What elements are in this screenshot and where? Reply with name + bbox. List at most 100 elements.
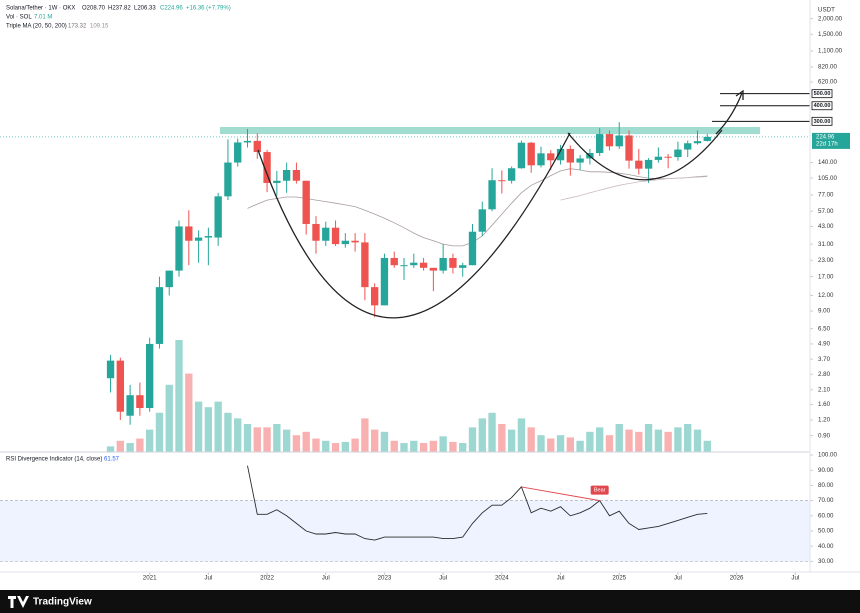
candle-body [175,226,183,271]
divergence-line [521,486,600,502]
volume-bar [684,424,692,452]
x-tick-label: Jul [791,575,799,582]
y-tick-label: 6.50 [818,325,831,332]
x-tick-label: Jul [557,575,565,582]
rsi-line [247,465,708,541]
candle-body [605,134,614,147]
candle-body [224,162,232,197]
y-tick-label: 57.00 [818,208,834,215]
volume-bar [478,418,486,452]
y-tick-label: 1,500.00 [818,31,843,38]
volume-bar [488,412,496,452]
candle-body [146,343,154,408]
candle-body [547,153,555,161]
candle-body [331,227,340,245]
y-tick-label: 0.90 [818,432,831,439]
candle-body [302,180,310,224]
candle-body [204,236,213,238]
candle-body [341,240,349,245]
candle-body [527,142,535,166]
divergence-label: Bear [594,488,606,494]
volume-bar [468,427,477,452]
moving-average [560,176,708,201]
ohlc-open: O208.70 [82,6,106,12]
volume-bar [253,427,261,452]
symbol: Solana/Tether · 1W · OKX [6,6,75,12]
y-tick-label: 1.20 [818,417,831,424]
x-tick-label: 2025 [612,575,626,582]
candle-body [635,160,643,169]
rsi-tick-label: 90.00 [818,467,834,474]
candle-body [194,237,203,241]
volume-bar [625,429,633,452]
x-tick-label: Jul [322,575,330,582]
candle-body [576,158,584,163]
candle-body [410,262,418,266]
volume-bar [282,429,291,452]
candle-body [155,287,164,344]
moving-average [247,168,708,247]
volume-bar [273,424,281,452]
last-price-box [812,132,850,149]
y-tick-label: 77.00 [818,192,834,199]
volume-bar [605,435,614,452]
target-box [811,116,833,126]
target-box [811,101,833,111]
volume-bar [410,440,418,452]
arrow-head [735,89,744,100]
y-tick-label: 2.80 [818,371,831,378]
volume-bar [106,446,115,452]
volume-bar [654,429,663,452]
candle-body [116,360,124,412]
y-tick-label: 31.00 [818,241,834,248]
x-tick-label: Jul [439,575,447,582]
cup-curve [257,132,571,319]
candle-body [371,287,379,306]
candle-body [625,135,633,161]
volume-bar [331,443,340,452]
volume-bar [361,418,369,452]
candle-body [136,395,144,408]
rsi-tick-label: 100.00 [818,452,837,459]
rsi-tick-label: 80.00 [818,482,834,489]
volume-bar [419,443,428,452]
candle-body [282,169,291,181]
breakout-arrow [715,92,743,135]
volume-bar [312,438,320,452]
plot-area: 0.90 1.20 1.60 2.10 2.80 3.70 4.90 6.50 9.00 12.0… [0,15,850,582]
candle-body [243,140,252,143]
volume-bar [243,424,252,452]
footer-bar [0,590,860,613]
change: +16.36 (+7.79%) [186,6,231,12]
y-tick-label: 3.70 [818,356,831,363]
candle-body [165,270,173,288]
volume-bar [449,441,457,452]
volume-bar [341,441,349,452]
ohlc-low: L206.33 [134,6,156,12]
y-tick-label: 23.00 [818,257,834,264]
volume-bar [302,431,310,452]
rsi-tick-label: 40.00 [818,543,834,550]
volume-bar [615,424,623,452]
volume-bar [674,427,682,452]
candle-body [185,226,193,241]
volume-bar [644,424,653,452]
volume-value: 7.01 M [34,15,52,21]
candle-body [429,267,438,271]
x-tick-label: Jul [674,575,682,582]
volume-bar [371,429,379,452]
target-label: 300.00 [814,119,831,125]
y-tick-label: 4.90 [818,341,831,348]
volume-bar [400,443,408,452]
y-tick-label: 105.00 [818,175,837,182]
volume-bar [703,440,711,452]
candle-body [273,180,281,183]
rsi-tick-label: 70.00 [818,497,834,504]
x-tick-label: 2026 [730,575,744,582]
volume-bar [664,431,672,452]
ma-label: Triple MA (20, 50, 200) [6,24,67,30]
volume-bar [224,412,232,452]
x-tick-label: 2022 [260,575,274,582]
candle-body [380,257,389,306]
